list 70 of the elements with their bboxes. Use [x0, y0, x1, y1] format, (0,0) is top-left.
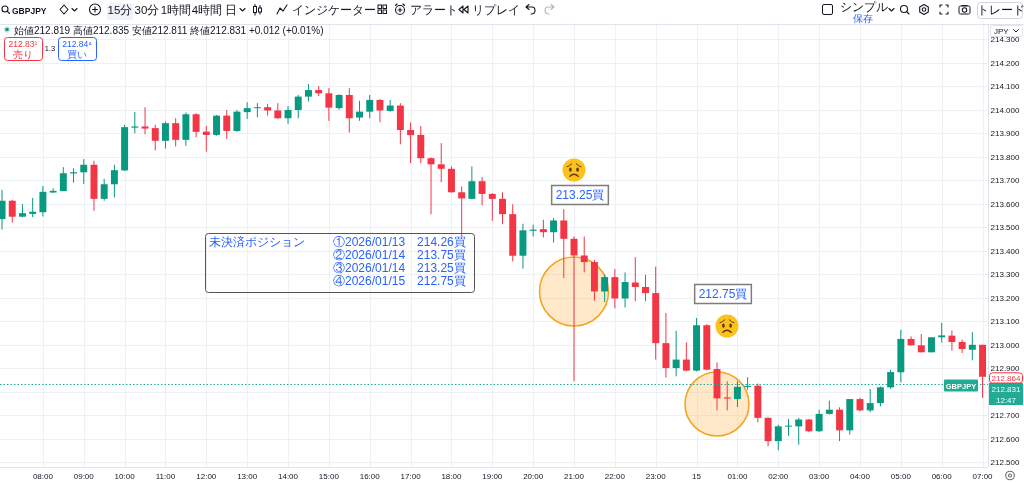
x-tick-label: 01:00	[727, 472, 748, 481]
y-tick-label: 213.800	[990, 152, 1021, 162]
y-tick-label: 213.300	[990, 270, 1021, 280]
x-tick-label: 15	[692, 472, 702, 481]
text: インジケーター	[292, 4, 376, 16]
x-tick-label: 16:00	[359, 472, 381, 481]
annotation: ③2026/01/14 213.25買	[333, 261, 466, 275]
y-tick-label: 213.600	[990, 199, 1021, 209]
x-tick-label: 09:00	[73, 472, 95, 481]
text: トレード	[977, 4, 1024, 16]
annotation: 212.75買	[698, 287, 748, 302]
y-tick-label: 213.200	[990, 293, 1021, 303]
annotation: 212.84⁴	[62, 39, 93, 49]
annotation: ④2026/01/15 212.75買	[333, 274, 466, 288]
y-tick-label: 212.600	[990, 434, 1021, 444]
y-tick-label: 214.200	[990, 58, 1021, 68]
x-tick-label: 05:00	[890, 472, 912, 481]
annotation: 未決済ポジション	[209, 235, 305, 249]
x-tick-label: 06:00	[931, 472, 953, 481]
annotation: ①2026/01/13 214.26買	[333, 235, 466, 249]
annotation: 売り	[13, 48, 33, 60]
y-tick-label: 213.400	[990, 246, 1021, 256]
y-axis-title: JPY	[994, 27, 1010, 36]
text: 1時間	[160, 4, 192, 16]
y-tick-label: 214.000	[990, 105, 1021, 115]
y-tick-label: 213.000	[990, 340, 1021, 350]
x-tick-label: 21:00	[563, 472, 585, 481]
y-tick-label: 214.300	[990, 35, 1021, 45]
text: 212.864	[991, 373, 1022, 383]
text: 4時間	[191, 4, 223, 16]
text: GBPJPY	[12, 6, 47, 16]
x-tick-label: 23:00	[645, 472, 667, 481]
ref-line-label: 212.831	[991, 384, 1022, 394]
y-tick-label: 212.700	[990, 411, 1021, 421]
x-tick-label: 15:00	[318, 472, 340, 481]
y-tick-label: 214.100	[990, 82, 1021, 92]
y-tick-label: 213.700	[990, 176, 1021, 186]
text: 日	[225, 4, 237, 16]
text: リプレイ	[472, 3, 520, 16]
y-tick-label: 212.900	[990, 364, 1021, 374]
y-tick-label: 213.900	[990, 129, 1021, 139]
x-tick-label: 19:00	[482, 472, 503, 481]
x-tick-label: 08:00	[32, 472, 54, 481]
annotation: 212.83¹	[8, 39, 38, 49]
text: 保存	[853, 13, 873, 24]
y-tick-label: 213.100	[990, 317, 1021, 327]
x-tick-label: 04:00	[849, 472, 871, 481]
annotation: 213.25買	[555, 188, 605, 203]
text: シンプル	[840, 0, 888, 13]
x-tick-label: 10:00	[114, 472, 136, 481]
x-tick-label: 02:00	[768, 472, 789, 481]
x-tick-label: 11:00	[155, 472, 176, 481]
x-tick-label: 18:00	[441, 472, 462, 481]
annotation: ②2026/01/14 213.75買	[333, 248, 466, 262]
annotation: 買い	[67, 48, 87, 60]
chart-subtitle: 始値212.819 高値212.835 安値212.811 終値212.831 +0.012 (+0.01%)	[14, 24, 324, 36]
x-tick-label: 22:00	[604, 472, 626, 481]
x-tick-label: 07:00	[972, 472, 994, 481]
text: アラート	[410, 4, 458, 16]
y-tick-label: 212.500	[990, 458, 1021, 468]
text: 12:47	[995, 395, 1017, 405]
x-tick-label: 12:00	[196, 472, 217, 481]
x-tick-label: 03:00	[809, 472, 830, 481]
x-tick-label: 14:00	[278, 472, 299, 481]
text: 15分	[107, 4, 133, 16]
x-tick-label: 13:00	[237, 472, 258, 481]
x-tick-label: 17:00	[400, 472, 422, 481]
text: 30分	[134, 4, 160, 16]
y-tick-label: 213.500	[990, 223, 1021, 233]
x-tick-label: 20:00	[523, 472, 544, 481]
